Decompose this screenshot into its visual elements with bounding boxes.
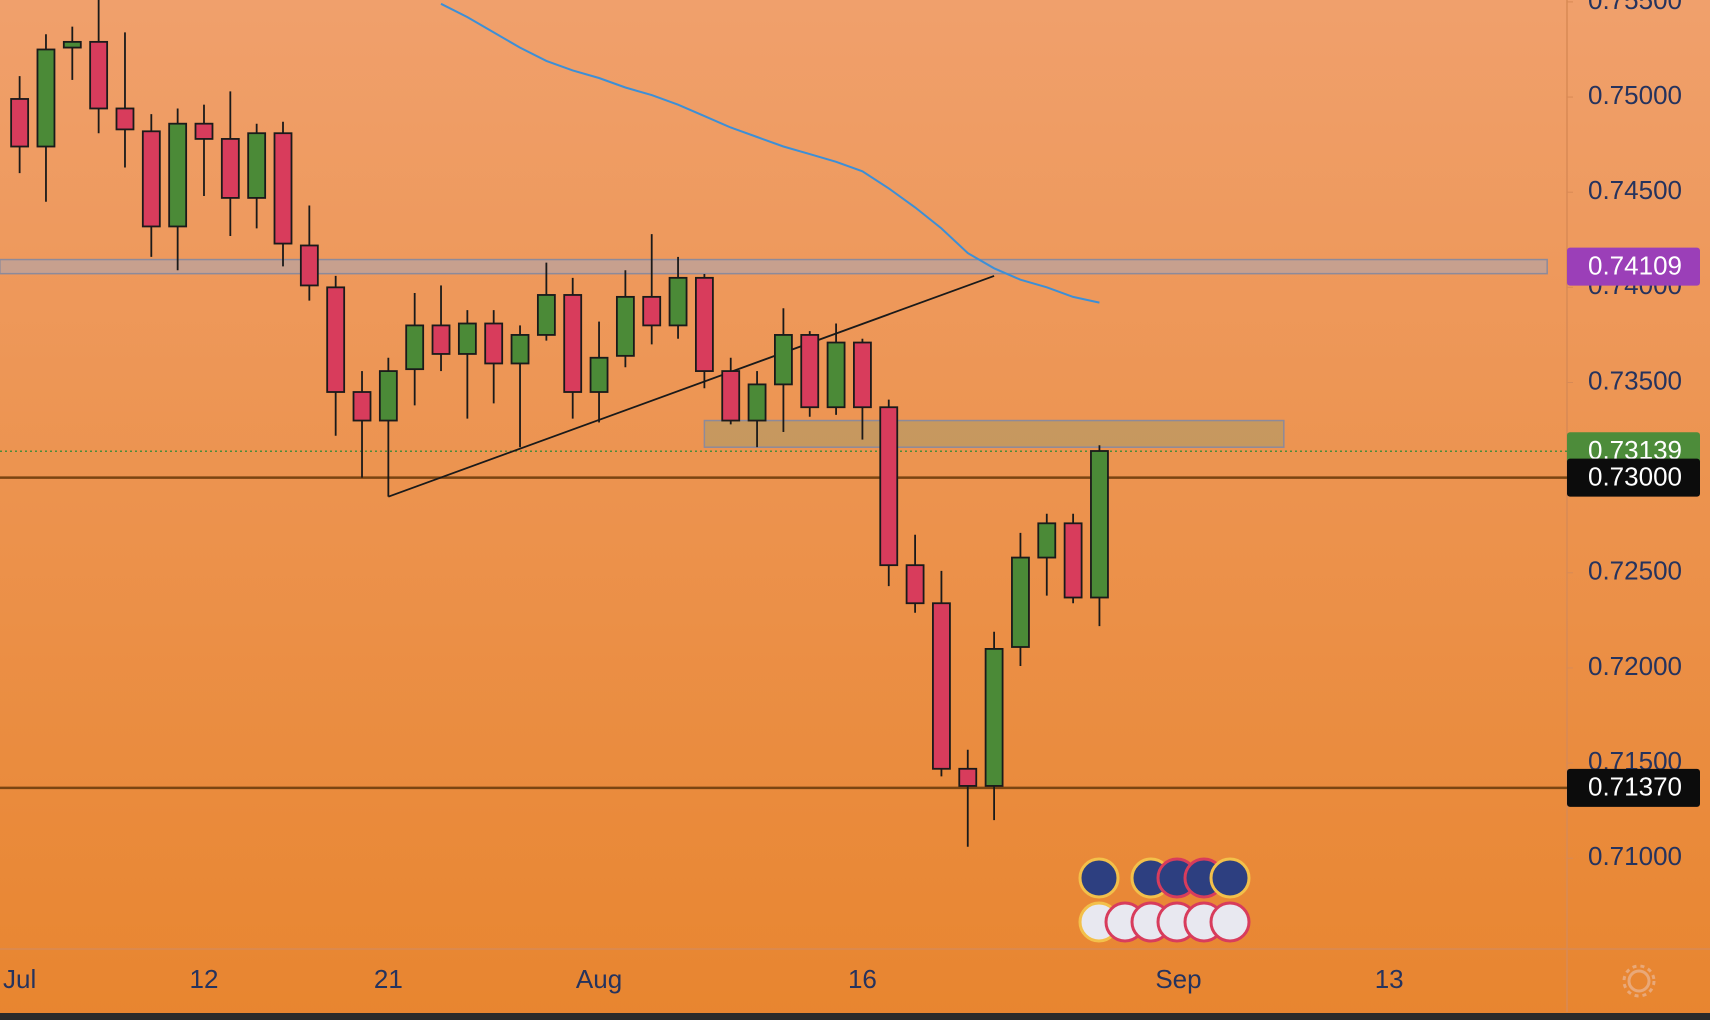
candle-body (615, 295, 635, 357)
event-flag[interactable] (1209, 857, 1251, 899)
candle-body (1011, 556, 1030, 648)
zone (0, 258, 1548, 275)
y-tick-label: 0.73500 (1588, 365, 1682, 395)
gear-teeth[interactable] (1622, 964, 1656, 998)
event-flag[interactable] (1209, 901, 1251, 943)
candle-body (642, 295, 662, 327)
candle-body (747, 383, 767, 422)
candle-body (352, 391, 372, 422)
plot-area (0, 0, 1567, 847)
candle-body (563, 294, 583, 393)
price-label: 0.73000 (1588, 462, 1682, 492)
zone (703, 419, 1285, 448)
price-label-box (1567, 247, 1700, 286)
candle-body (220, 138, 240, 199)
x-tick-label: 12 (190, 964, 219, 994)
bottom-bar (0, 1013, 1710, 1020)
candle-body (826, 341, 846, 409)
candle-body (1037, 522, 1057, 559)
candle-body (1063, 522, 1083, 599)
candle-body (905, 564, 925, 605)
event-icons (1078, 857, 1251, 943)
candle-body (115, 107, 135, 131)
candle-body (668, 276, 688, 327)
x-tick-label: 13 (1375, 964, 1404, 994)
x-tick-label: Aug (576, 964, 622, 994)
candle-body (378, 370, 398, 422)
y-tick-label: 0.72500 (1588, 556, 1682, 586)
candle-body (141, 130, 161, 228)
trendline (388, 275, 995, 498)
candle-body (89, 40, 109, 110)
candle-body (958, 767, 978, 787)
candle-body (589, 356, 609, 393)
event-flag[interactable] (1078, 857, 1120, 899)
candle-body (510, 334, 530, 365)
candle-body (273, 132, 293, 245)
candle-body (536, 294, 556, 336)
candle-body (299, 244, 319, 287)
y-tick-label: 0.71000 (1588, 841, 1682, 871)
candle-body (36, 48, 56, 148)
candle-body (879, 406, 899, 567)
price-label-box (1567, 458, 1700, 497)
price-label-box (1567, 768, 1700, 807)
candle-body (247, 132, 267, 199)
candle-body (1090, 450, 1109, 599)
x-tick-label: 16 (848, 964, 877, 994)
candle-body (984, 648, 1004, 787)
y-tick-label: 0.74500 (1588, 175, 1682, 205)
candle-body (774, 334, 793, 386)
candle-body (721, 370, 741, 422)
price-label: 0.71370 (1588, 772, 1682, 802)
candle-body (326, 286, 346, 393)
candle-body (431, 324, 451, 355)
candle-body (853, 341, 872, 409)
candle-body (457, 322, 477, 355)
candle-body (800, 334, 820, 409)
y-tick-label: 0.75500 (1588, 0, 1682, 15)
price-label: 0.74109 (1588, 250, 1682, 280)
candle-body (694, 276, 714, 372)
candle-body (405, 324, 425, 371)
y-tick-label: 0.75000 (1588, 80, 1682, 110)
gear[interactable] (1627, 969, 1651, 993)
moving-average (440, 2, 1100, 304)
candle-body (484, 322, 504, 365)
x-tick-label: 21 (374, 964, 403, 994)
x-tick-label: Jul (3, 964, 36, 994)
settings-icon[interactable] (1622, 964, 1656, 998)
candle-body (932, 602, 951, 770)
x-tick-label: Sep (1155, 964, 1201, 994)
candle-body (168, 122, 188, 228)
candle-body (10, 98, 30, 148)
y-tick-label: 0.72000 (1588, 651, 1682, 681)
candle-body (194, 122, 214, 140)
candle-body (62, 40, 82, 49)
